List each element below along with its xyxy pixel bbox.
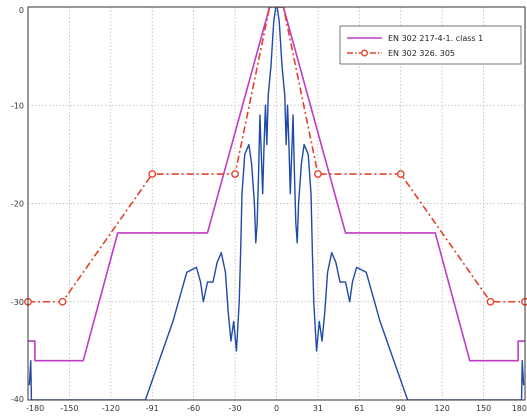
- grid: [28, 7, 525, 400]
- x-tick-label: -120: [102, 404, 120, 413]
- y-tick-label: 0: [19, 6, 24, 15]
- series-marker-326: [148, 170, 157, 178]
- legend: EN 302 217-4-1. class 1 EN 302 326. 305: [339, 25, 522, 65]
- x-tick-label: 61: [354, 404, 364, 413]
- x-tick-label: 180: [512, 404, 527, 413]
- x-tick-label: 120: [435, 404, 450, 413]
- legend-marker-326: [361, 49, 368, 57]
- x-tick-label: -30: [229, 404, 242, 413]
- legend-box: [339, 25, 522, 65]
- y-tick-label: -30: [11, 298, 24, 307]
- series-line-measured: [28, 7, 525, 400]
- tick-labels: -180 -150 -120 -91 -60 -30 0 31 61 90 120 150 180 0 -1…: [11, 6, 527, 413]
- legend-label-class1: EN 302 217-4-1. class 1: [388, 34, 483, 43]
- y-tick-label: -40: [11, 395, 24, 404]
- series-marker-326: [396, 170, 405, 178]
- x-tick-label: -180: [26, 404, 44, 413]
- x-tick-label: -60: [187, 404, 200, 413]
- series-marker-326: [486, 297, 495, 306]
- series-marker-326: [231, 170, 239, 178]
- x-tick-label: -91: [146, 404, 159, 413]
- y-tick-label: -10: [11, 101, 24, 110]
- series-marker-326: [58, 297, 67, 306]
- x-tick-label: 150: [476, 404, 491, 413]
- x-tick-label: -150: [60, 404, 78, 413]
- legend-label-326: EN 302 326. 305: [388, 49, 455, 58]
- x-tick-label: 0: [274, 404, 279, 413]
- series-line-class1: [28, 7, 525, 362]
- y-tick-label: -20: [11, 200, 24, 209]
- x-tick-label: 90: [396, 404, 406, 413]
- x-tick-label: 31: [313, 404, 323, 413]
- series-marker-326: [314, 170, 322, 178]
- series-marker-326: [521, 297, 527, 306]
- plot-frame: [27, 6, 526, 401]
